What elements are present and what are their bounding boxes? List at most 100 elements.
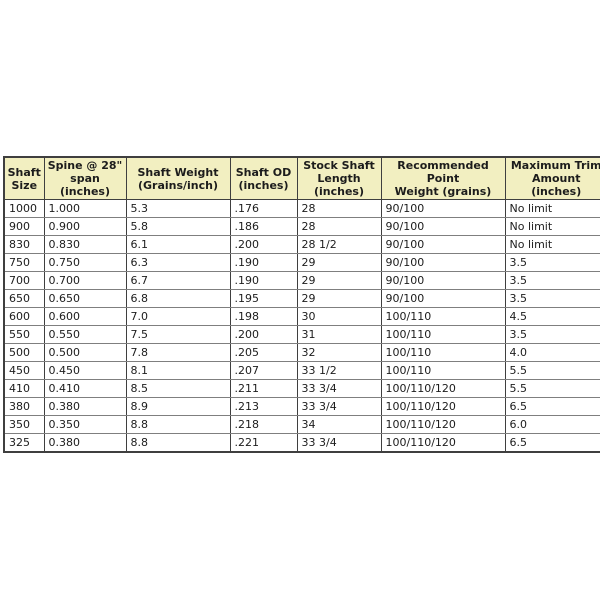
- table-cell: 0.900: [43, 217, 126, 236]
- table-cell: 0.750: [43, 253, 126, 272]
- table-cell: 1.000: [43, 199, 126, 218]
- column-header: Shaft Size: [4, 157, 44, 200]
- table-cell: 0.550: [43, 325, 126, 344]
- column-header: Maximum Trim Amount (inches): [504, 157, 600, 200]
- table-row: 325 0.380 8.8.221 33 3/4 100/110/120 6.5: [4, 433, 600, 452]
- table-cell: 0.830: [43, 235, 126, 254]
- table-cell: 700: [4, 271, 44, 290]
- header-row: Shaft Size Spine @ 28" span (inches) Shaft…: [4, 157, 600, 200]
- table-cell: 8.5: [125, 379, 230, 398]
- column-header: Stock Shaft Length (inches): [296, 157, 381, 200]
- table-cell: 4.0: [504, 343, 600, 362]
- table-cell: 6.8: [125, 289, 230, 308]
- table-cell: 0.600: [43, 307, 126, 326]
- column-header: Recommended Point Weight (grains): [380, 157, 505, 200]
- table-cell: 750: [4, 253, 44, 272]
- column-header: Spine @ 28" span (inches): [43, 157, 126, 200]
- table-cell: 7.8: [125, 343, 230, 362]
- table-cell: 5.5: [504, 379, 600, 398]
- table-cell: 6.1: [125, 235, 230, 254]
- table-cell: .186: [229, 217, 297, 236]
- table-row: 1000 1.000 5.3.176 28 90/100 No limit: [4, 199, 600, 218]
- shaft-spec-table: Shaft Size Spine @ 28" span (inches) Shaft…: [3, 156, 600, 453]
- table-cell: 8.8: [125, 415, 230, 434]
- table-cell: 380: [4, 397, 44, 416]
- table-cell: .218: [229, 415, 297, 434]
- table-cell: 900: [4, 217, 44, 236]
- table-row: 350 0.350 8.8.218 34 100/110/120 6.0: [4, 415, 600, 434]
- table-cell: 100/110: [380, 361, 505, 380]
- table-cell: 8.9: [125, 397, 230, 416]
- table-cell: .205: [229, 343, 297, 362]
- table-cell: 90/100: [380, 289, 505, 308]
- table-cell: 31: [296, 325, 381, 344]
- table-cell: 7.0: [125, 307, 230, 326]
- table-row: 600 0.600 7.0.198 30 100/110 4.5: [4, 307, 600, 326]
- table-cell: .221: [229, 433, 297, 452]
- table-row: 550 0.550 7.5.200 31 100/110 3.5: [4, 325, 600, 344]
- table-cell: 0.380: [43, 433, 126, 452]
- table-cell: 6.0: [504, 415, 600, 434]
- table-cell: 90/100: [380, 217, 505, 236]
- table-row: 830 0.830 6.1.200 28 1/2 90/100 No limit: [4, 235, 600, 254]
- table-cell: 1000: [4, 199, 44, 218]
- table-cell: 33 3/4: [296, 379, 381, 398]
- table-cell: 28: [296, 217, 381, 236]
- table-cell: .198: [229, 307, 297, 326]
- table-cell: 28: [296, 199, 381, 218]
- table-cell: 100/110/120: [380, 415, 505, 434]
- table-cell: No limit: [504, 217, 600, 236]
- table-cell: 100/110/120: [380, 379, 505, 398]
- table-cell: 550: [4, 325, 44, 344]
- table-cell: 28 1/2: [296, 235, 381, 254]
- table-cell: .190: [229, 253, 297, 272]
- table-cell: 3.5: [504, 325, 600, 344]
- table-cell: No limit: [504, 235, 600, 254]
- table-cell: 500: [4, 343, 44, 362]
- table-row: 750 0.750 6.3.190 29 90/100 3.5: [4, 253, 600, 272]
- table-cell: 450: [4, 361, 44, 380]
- table-cell: 90/100: [380, 253, 505, 272]
- table-cell: 90/100: [380, 271, 505, 290]
- table-cell: .200: [229, 325, 297, 344]
- table-cell: 0.410: [43, 379, 126, 398]
- table-cell: .190: [229, 271, 297, 290]
- table-cell: No limit: [504, 199, 600, 218]
- table-cell: 8.1: [125, 361, 230, 380]
- table-cell: 5.8: [125, 217, 230, 236]
- table-cell: 5.3: [125, 199, 230, 218]
- table-cell: 600: [4, 307, 44, 326]
- table-cell: 30: [296, 307, 381, 326]
- table-cell: 29: [296, 271, 381, 290]
- table-cell: 0.450: [43, 361, 126, 380]
- table-cell: 100/110/120: [380, 397, 505, 416]
- column-header: Shaft Weight (Grains/inch): [125, 157, 230, 200]
- table-cell: 410: [4, 379, 44, 398]
- table-row: 700 0.700 6.7.190 29 90/100 3.5: [4, 271, 600, 290]
- table-row: 380 0.380 8.9.213 33 3/4 100/110/120 6.5: [4, 397, 600, 416]
- table-row: 500 0.500 7.8.205 32 100/110 4.0: [4, 343, 600, 362]
- table-cell: 6.5: [504, 433, 600, 452]
- table-cell: 32: [296, 343, 381, 362]
- table-cell: 29: [296, 253, 381, 272]
- table-cell: 4.5: [504, 307, 600, 326]
- table-cell: 830: [4, 235, 44, 254]
- table-cell: 0.700: [43, 271, 126, 290]
- table-cell: 100/110: [380, 325, 505, 344]
- table-cell: 3.5: [504, 271, 600, 290]
- table-row: 450 0.450 8.1.207 33 1/2 100/110 5.5: [4, 361, 600, 380]
- table-cell: 100/110/120: [380, 433, 505, 452]
- table-cell: 6.3: [125, 253, 230, 272]
- table-cell: 350: [4, 415, 44, 434]
- table-row: 650 0.650 6.8.195 29 90/100 3.5: [4, 289, 600, 308]
- table-cell: 0.350: [43, 415, 126, 434]
- table-cell: 33 3/4: [296, 433, 381, 452]
- table-cell: 0.380: [43, 397, 126, 416]
- table-cell: 0.500: [43, 343, 126, 362]
- table-cell: 100/110: [380, 307, 505, 326]
- table-cell: 90/100: [380, 235, 505, 254]
- table-cell: 8.8: [125, 433, 230, 452]
- table-cell: 5.5: [504, 361, 600, 380]
- table-cell: 6.7: [125, 271, 230, 290]
